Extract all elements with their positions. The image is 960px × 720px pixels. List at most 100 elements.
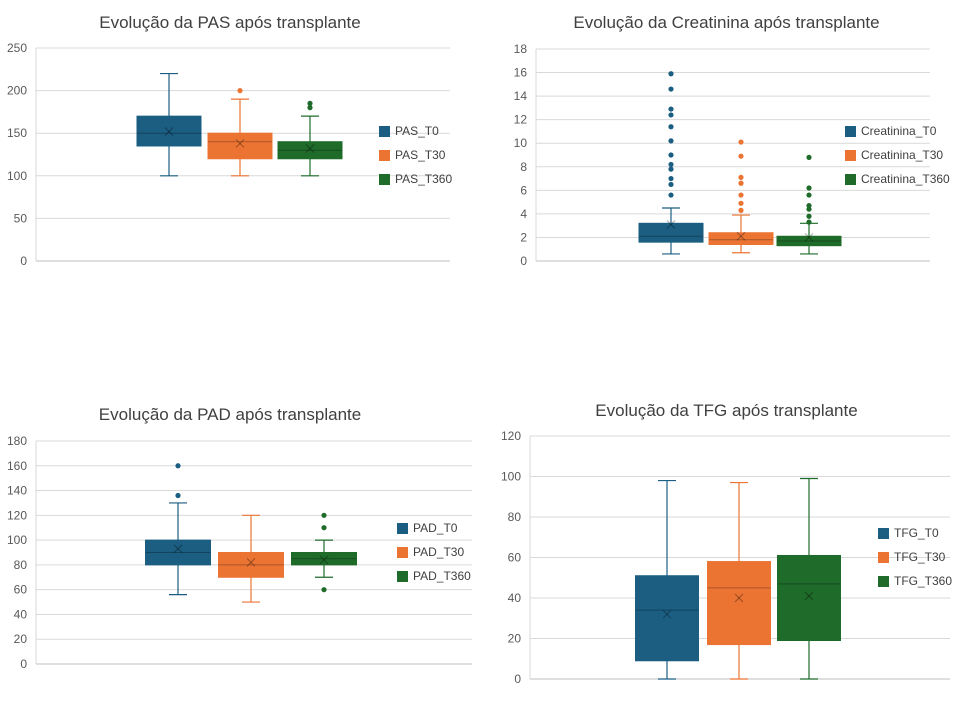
boxplot-TFG_T0 bbox=[635, 479, 699, 680]
legend-item: PAD_T30 bbox=[397, 540, 471, 564]
mean-marker bbox=[319, 555, 329, 565]
legend-label: PAS_T0 bbox=[395, 124, 439, 138]
y-tick-label: 0 bbox=[520, 254, 527, 268]
mean-marker bbox=[246, 558, 256, 567]
plot-area: 0 20 40 60 80 100 120 140 160 180 bbox=[7, 434, 472, 671]
y-tick-label: 50 bbox=[14, 211, 28, 225]
outlier-point bbox=[738, 207, 744, 213]
outlier-point bbox=[321, 525, 327, 531]
y-tick-label: 200 bbox=[7, 84, 27, 98]
mean-marker bbox=[164, 127, 174, 136]
mean-marker bbox=[319, 555, 329, 565]
outlier-point bbox=[237, 88, 243, 94]
iqr-box bbox=[291, 552, 357, 566]
legend-label: TFG_T0 bbox=[894, 526, 939, 540]
outlier-point bbox=[668, 161, 674, 168]
mean-marker bbox=[804, 591, 814, 601]
legend-label: Creatinina_T30 bbox=[861, 148, 944, 162]
legend-label: PAS_T360 bbox=[395, 172, 453, 186]
iqr-box bbox=[638, 222, 704, 243]
legend-swatch bbox=[397, 546, 408, 558]
outlier-point bbox=[738, 153, 744, 159]
mean-marker bbox=[804, 233, 814, 242]
outlier-point bbox=[668, 71, 674, 77]
y-tick-label: 0 bbox=[20, 254, 27, 268]
mean-marker bbox=[804, 591, 814, 601]
legend-swatch bbox=[845, 125, 856, 137]
plot-area: 0 20 40 60 80 100 120 bbox=[501, 429, 950, 686]
y-tick-label: 80 bbox=[14, 558, 28, 572]
boxplot-PAD_T360 bbox=[291, 512, 357, 593]
mean-marker bbox=[666, 220, 676, 229]
y-tick-label: 40 bbox=[14, 607, 28, 621]
chart-tfg: Evolução da TFG após transplante 0 20 40 60… bbox=[480, 395, 960, 720]
outlier-point bbox=[738, 174, 744, 180]
iqr-box bbox=[145, 539, 211, 566]
plot-area: 0 2 4 6 8 10 12 14 16 18 bbox=[514, 42, 930, 268]
outlier-point bbox=[738, 192, 744, 198]
outlier-point bbox=[806, 213, 812, 219]
outlier-point bbox=[806, 203, 812, 209]
mean-marker bbox=[666, 220, 676, 229]
legend-item: TFG_T360 bbox=[878, 569, 952, 593]
outlier-point bbox=[738, 200, 744, 206]
legend-item: PAD_T0 bbox=[397, 516, 471, 540]
legend-swatch bbox=[397, 570, 408, 582]
mean-marker bbox=[235, 139, 245, 148]
legend-swatch bbox=[878, 551, 889, 563]
chart-title: Evolução da PAS após transplante bbox=[99, 13, 361, 32]
outlier-point bbox=[806, 219, 812, 225]
y-tick-label: 40 bbox=[508, 591, 522, 605]
boxplot-TFG_T30 bbox=[707, 481, 771, 680]
legend-swatch bbox=[379, 173, 390, 185]
mean-marker bbox=[662, 609, 672, 619]
outlier-point bbox=[668, 86, 674, 92]
mean-marker bbox=[305, 144, 315, 153]
legend-item: PAD_T360 bbox=[397, 564, 471, 588]
y-tick-label: 250 bbox=[7, 41, 27, 55]
y-tick-label: 20 bbox=[14, 632, 28, 646]
chart-title: Evolução da TFG após transplante bbox=[595, 401, 858, 420]
outlier-point bbox=[321, 512, 327, 518]
legend-label: PAS_T30 bbox=[395, 148, 446, 162]
boxplot-TFG_T360 bbox=[777, 477, 841, 680]
y-tick-label: 100 bbox=[7, 533, 27, 547]
outlier-point bbox=[806, 192, 812, 198]
y-tick-label: 4 bbox=[520, 207, 527, 221]
legend-swatch bbox=[397, 522, 408, 534]
legend-swatch bbox=[845, 173, 856, 185]
iqr-box bbox=[777, 554, 841, 642]
y-tick-label: 6 bbox=[520, 183, 527, 197]
boxplot-Creatinina_T0 bbox=[638, 71, 704, 255]
mean-marker bbox=[736, 231, 746, 241]
y-tick-label: 120 bbox=[501, 429, 521, 443]
iqr-box bbox=[277, 141, 343, 160]
y-tick-label: 60 bbox=[508, 551, 522, 565]
y-tick-label: 2 bbox=[520, 230, 527, 244]
iqr-box bbox=[635, 575, 699, 662]
iqr-box bbox=[218, 552, 284, 578]
y-tick-label: 100 bbox=[501, 470, 521, 484]
legend-item: Creatinina_T360 bbox=[845, 167, 950, 191]
y-tick-label: 8 bbox=[520, 160, 527, 174]
mean-marker bbox=[173, 544, 183, 554]
legend-label: Creatinina_T0 bbox=[861, 124, 937, 138]
legend-item: Creatinina_T30 bbox=[845, 143, 950, 167]
mean-marker bbox=[246, 558, 256, 567]
outlier-point bbox=[668, 175, 674, 182]
boxplot-Creatinina_T360 bbox=[776, 154, 842, 255]
y-tick-label: 14 bbox=[514, 89, 528, 103]
boxplot-PAS_T30 bbox=[207, 88, 273, 177]
mean-marker bbox=[235, 139, 245, 148]
outlier-point bbox=[738, 180, 744, 186]
legend: Creatinina_T0 Creatinina_T30 Creatinina_… bbox=[845, 119, 950, 191]
outlier-point bbox=[668, 192, 674, 198]
legend-item: PAS_T30 bbox=[379, 143, 452, 167]
y-tick-label: 160 bbox=[7, 459, 27, 473]
mean-marker bbox=[734, 593, 744, 603]
legend-label: TFG_T360 bbox=[894, 574, 953, 588]
legend-item: PAS_T360 bbox=[379, 167, 452, 191]
boxplot-PAD_T30 bbox=[218, 514, 284, 603]
legend-item: TFG_T0 bbox=[878, 521, 952, 545]
legend-label: PAD_T360 bbox=[413, 569, 471, 583]
